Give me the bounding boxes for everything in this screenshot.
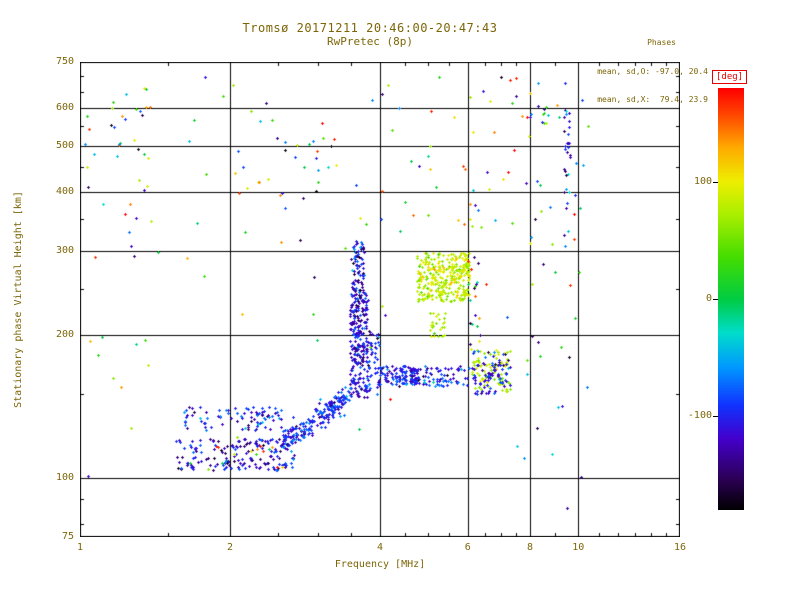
x-axis-label: Frequency [MHz] bbox=[334, 559, 426, 570]
colorbar-unit-label: [deg] bbox=[712, 70, 748, 84]
x-tick-label: 1 bbox=[76, 542, 84, 553]
x-tick-label: 10 bbox=[572, 542, 585, 553]
y-axis-label-text: Stationary phase Virtual Height [km] bbox=[12, 191, 24, 408]
colorbar-tick-mark bbox=[713, 416, 718, 417]
x-tick-label: 2 bbox=[226, 542, 234, 553]
chart-title: Tromsø 20171211 20:46:00-20:47:43 bbox=[242, 21, 498, 35]
y-tick-label: 100 bbox=[55, 471, 74, 483]
colorbar-tick-label: 0 bbox=[705, 293, 712, 304]
colorbar-tick-mark bbox=[713, 182, 718, 183]
x-tick-label: 16 bbox=[673, 542, 687, 553]
y-tick-label: 500 bbox=[55, 139, 74, 151]
phase-stats-heading: Phases bbox=[647, 38, 676, 47]
x-tick-label: 6 bbox=[464, 542, 471, 553]
scatter-canvas bbox=[80, 62, 680, 537]
x-tick-label: 4 bbox=[376, 542, 384, 553]
colorbar-tick-mark bbox=[713, 299, 718, 300]
y-tick-label: 750 bbox=[55, 56, 74, 67]
colorbar-tick-label: -100 bbox=[687, 410, 712, 422]
y-tick-label: 400 bbox=[55, 185, 74, 197]
chart-subtitle: RwPretec (8p) bbox=[326, 35, 414, 48]
colorbar-tick-label: 100 bbox=[693, 175, 712, 187]
colorbar-gradient bbox=[718, 88, 744, 510]
y-axis-label: Stationary phase Virtual Height [km] bbox=[2, 62, 34, 537]
y-tick-label: 75 bbox=[61, 531, 74, 542]
y-tick-label: 200 bbox=[55, 328, 74, 340]
y-tick-label: 600 bbox=[55, 102, 74, 114]
y-tick-label: 300 bbox=[55, 245, 74, 257]
x-tick-label: 8 bbox=[526, 542, 534, 553]
